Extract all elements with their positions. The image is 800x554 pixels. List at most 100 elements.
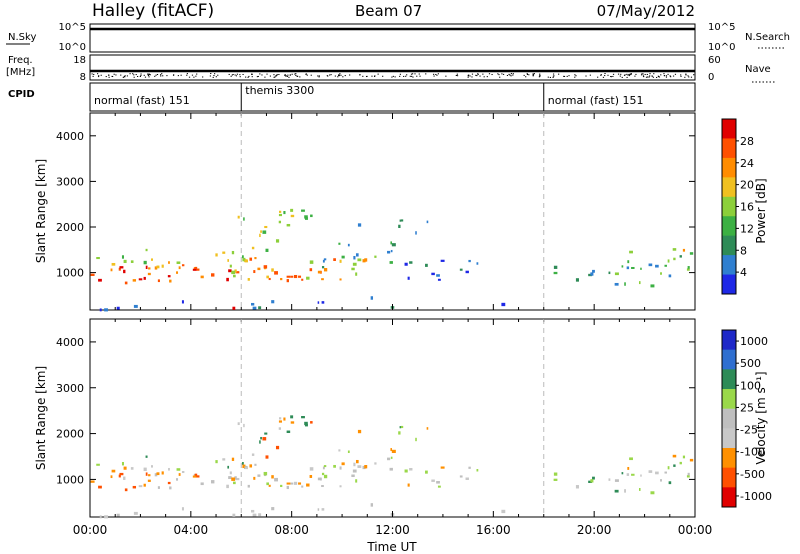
nave-dot: [687, 75, 689, 77]
nave-dot: [469, 75, 471, 77]
nave-dot: [630, 73, 632, 75]
power-cell: [436, 274, 440, 277]
nave-dot: [92, 75, 94, 77]
nave-dot: [467, 75, 469, 77]
nave-dot: [289, 74, 291, 76]
power-cell: [553, 271, 558, 275]
nave-dot: [276, 74, 278, 76]
power-cell: [278, 213, 282, 217]
velocity-cell: [301, 485, 304, 488]
velocity-cell: [290, 415, 294, 419]
velocity-cell: [257, 474, 261, 477]
power-cell: [390, 249, 393, 253]
velocity-cell: [660, 479, 662, 482]
nave-dot: [665, 76, 668, 78]
power-cell: [353, 255, 356, 260]
velocity-cell: [265, 455, 269, 459]
power-cell: [357, 258, 362, 262]
x-tick-label: 16:00: [476, 523, 511, 537]
nave-dot: [188, 76, 191, 78]
power-cell: [228, 269, 232, 273]
nave-dot: [285, 75, 288, 77]
y-tick-label: 1000: [56, 267, 84, 280]
station-title: Halley (fitACF): [92, 1, 214, 21]
nave-dot: [501, 73, 503, 75]
power-cell: [154, 266, 158, 270]
power-cell: [437, 278, 441, 281]
velocity-cell: [390, 456, 393, 459]
velocity-cell: [614, 479, 619, 482]
power-cell: [323, 258, 327, 261]
nave-dot: [648, 76, 650, 78]
velocity-cell: [211, 480, 215, 484]
nave-dot: [180, 74, 182, 76]
nave-dot: [209, 75, 211, 77]
power-cell: [465, 270, 469, 274]
power-cell: [425, 263, 428, 267]
velocity-cell: [228, 476, 232, 479]
nave-dot: [195, 75, 197, 77]
nave-dot: [295, 73, 297, 75]
nave-dot: [214, 73, 216, 75]
power-data: [90, 208, 694, 312]
nave-dot: [510, 73, 513, 75]
nave-dot: [234, 74, 236, 76]
power-cell: [200, 275, 204, 279]
freq-label-line1: Freq.: [8, 55, 33, 66]
freq-strip: [89, 54, 696, 81]
nave-dot: [483, 76, 485, 78]
velocity-cell: [231, 457, 235, 461]
velocity-cell: [161, 471, 164, 475]
power-cell: [244, 259, 248, 263]
velocity-cell: [667, 466, 670, 470]
nave-dot: [600, 74, 602, 76]
nave-dot: [626, 76, 628, 78]
velocity-cell: [280, 484, 283, 488]
velocity-cell: [237, 422, 240, 426]
velocity-cell: [339, 466, 342, 470]
nave-dot: [310, 74, 312, 76]
power-cell: [271, 268, 274, 272]
power-cell: [627, 260, 630, 264]
velocity-cell: [132, 485, 137, 489]
power-cell: [257, 267, 261, 271]
nave-dot: [657, 75, 659, 77]
power-cell: [181, 300, 184, 304]
colorbar-swatch: [722, 389, 736, 410]
velocity-cell: [387, 457, 391, 461]
colorbar-tick-label: -500: [740, 468, 765, 481]
velocity-cell: [266, 482, 269, 486]
velocity-colorbar: 1000 500 100 25 -25 -100 -500 -1000: [721, 329, 772, 508]
velocity-cell: [143, 467, 147, 472]
power-cell: [629, 250, 633, 254]
nave-dot: [159, 74, 162, 76]
velocity-cell: [98, 485, 102, 489]
power-cell: [592, 269, 595, 273]
power-cell: [123, 259, 127, 264]
power-cell: [660, 272, 662, 275]
nave-dot: [558, 73, 560, 75]
power-cell: [265, 248, 269, 252]
velocity-cell: [339, 485, 342, 488]
nave-dot: [563, 75, 566, 77]
nave-dot: [306, 74, 308, 76]
power-cell: [90, 273, 95, 276]
velocity-cell: [124, 488, 128, 492]
power-cell: [241, 255, 244, 259]
nave-dot: [621, 76, 623, 78]
power-cell: [98, 278, 102, 282]
velocity-cell: [275, 445, 280, 450]
nave-dot: [284, 75, 286, 77]
nave-dot: [96, 73, 99, 75]
power-cell: [624, 282, 626, 286]
power-cell: [260, 230, 262, 233]
nave-dots: [91, 73, 695, 78]
velocity-cell: [304, 423, 308, 427]
nave-dot: [476, 75, 478, 77]
nave-dot: [425, 73, 427, 75]
nave-dot: [656, 76, 658, 78]
power-cell: [357, 223, 362, 227]
power-cell: [588, 273, 593, 277]
power-cell: [339, 259, 342, 263]
velocity-cell: [309, 474, 313, 478]
